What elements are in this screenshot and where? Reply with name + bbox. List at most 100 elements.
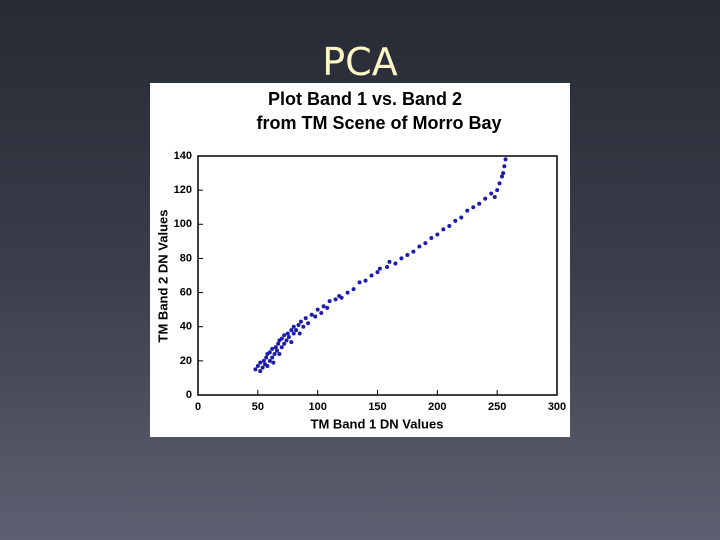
point — [465, 208, 470, 213]
point — [260, 365, 265, 370]
point — [298, 319, 303, 324]
point — [417, 244, 422, 249]
point — [497, 181, 502, 186]
y-tick-label: 60 — [180, 286, 192, 298]
point — [271, 360, 276, 365]
x-axis-label: TM Band 1 DN Values — [311, 416, 444, 431]
point — [447, 223, 452, 228]
point — [363, 278, 368, 283]
point — [286, 334, 291, 339]
point — [270, 346, 275, 351]
point — [276, 341, 281, 346]
point — [267, 350, 272, 355]
point — [459, 215, 464, 220]
chart-background — [150, 83, 570, 437]
point — [267, 358, 272, 363]
y-tick-label: 0 — [186, 389, 192, 401]
point — [255, 363, 260, 368]
point — [258, 369, 263, 374]
y-tick-label: 80 — [180, 252, 192, 264]
point — [393, 261, 398, 266]
x-tick-label: 50 — [252, 401, 264, 413]
point — [315, 307, 320, 312]
point — [441, 227, 446, 232]
point — [502, 164, 507, 169]
point — [296, 323, 301, 328]
point — [284, 338, 289, 343]
x-tick-label: 250 — [488, 401, 506, 413]
point — [503, 157, 508, 162]
point — [423, 241, 428, 246]
point — [253, 367, 258, 372]
point — [501, 171, 506, 176]
point — [301, 324, 306, 329]
point — [291, 324, 296, 329]
point — [289, 328, 294, 333]
point — [291, 331, 296, 336]
point — [435, 232, 440, 237]
x-tick-label: 150 — [368, 401, 386, 413]
point — [273, 345, 278, 350]
x-tick-label: 200 — [428, 401, 446, 413]
y-tick-label: 140 — [174, 150, 192, 162]
point — [399, 256, 404, 261]
y-tick-label: 20 — [180, 355, 192, 367]
point — [282, 333, 287, 338]
point — [306, 321, 311, 326]
point — [385, 264, 390, 269]
point — [270, 355, 275, 360]
point — [429, 235, 434, 240]
chart-subtitle: from TM Scene of Morro Bay — [256, 113, 501, 133]
point — [285, 331, 290, 336]
point — [309, 312, 314, 317]
point — [264, 355, 269, 360]
point — [258, 360, 263, 365]
point — [303, 316, 308, 321]
point — [279, 336, 284, 341]
chart-title: Plot Band 1 vs. Band 2 — [268, 89, 462, 109]
point — [492, 194, 497, 199]
point — [274, 348, 279, 353]
point — [319, 311, 324, 316]
point — [369, 273, 374, 278]
point — [282, 341, 287, 346]
point — [289, 340, 294, 345]
point — [272, 352, 277, 357]
x-tick-label: 100 — [308, 401, 326, 413]
point — [277, 352, 282, 357]
point — [294, 328, 299, 333]
point — [279, 345, 284, 350]
x-tick-label: 0 — [195, 401, 201, 413]
y-axis-label: TM Band 2 DN Values — [155, 210, 170, 343]
point — [387, 259, 392, 264]
point — [265, 363, 270, 368]
point — [333, 297, 338, 302]
y-tick-label: 120 — [174, 184, 192, 196]
point — [357, 280, 362, 285]
point — [375, 270, 380, 275]
point — [321, 304, 326, 309]
point — [327, 299, 332, 304]
point — [351, 287, 356, 292]
point — [377, 266, 382, 271]
y-tick-label: 40 — [180, 321, 192, 333]
point — [313, 314, 318, 319]
chart: Plot Band 1 vs. Band 2 from TM Scene of … — [150, 83, 570, 437]
point — [489, 191, 494, 196]
slide-title: PCA — [322, 40, 398, 84]
point — [411, 249, 416, 254]
point — [339, 295, 344, 300]
point — [345, 290, 350, 295]
point — [483, 196, 488, 201]
point — [297, 331, 302, 336]
point — [325, 305, 330, 310]
point — [453, 218, 458, 223]
point — [495, 188, 500, 193]
point — [477, 201, 482, 206]
point — [261, 358, 266, 363]
x-tick-label: 300 — [548, 401, 566, 413]
point — [471, 205, 476, 210]
point — [405, 253, 410, 258]
point — [499, 174, 504, 179]
